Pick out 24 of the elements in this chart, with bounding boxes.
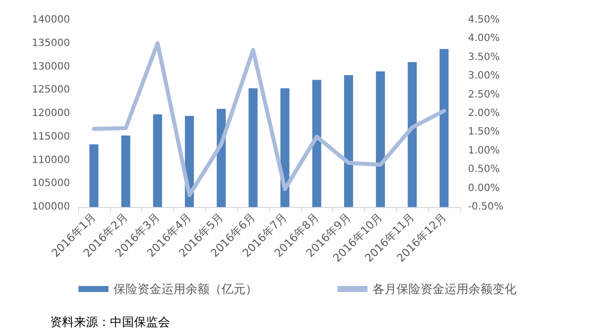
y-tick-label: 100000 [32, 202, 70, 212]
y-tick-label: 105000 [32, 178, 70, 190]
y2-tick-label: 0.50% [468, 164, 500, 176]
y-tick-label: 140000 [32, 14, 70, 26]
text: 资料来源：中国保监会 [50, 315, 170, 329]
legend-label: 保险资金运用余额（亿元） [114, 282, 258, 296]
y-tick-label: 115000 [32, 131, 70, 142]
y2-tick-label: 3.50% [468, 52, 500, 63]
y-tick-label: 110000 [32, 154, 70, 166]
y2-tick-label: 4.50% [468, 14, 500, 26]
y2-tick-label: -0.50% [468, 202, 504, 212]
y-tick-label: 125000 [32, 84, 70, 96]
y2-tick-label: 0.00% [468, 182, 500, 194]
y2-tick-label: 2.00% [468, 108, 500, 119]
legend-label: 各月保险资金运用余额变化 [372, 282, 516, 296]
y-tick-label: 135000 [32, 38, 70, 49]
y-tick-label: 130000 [32, 61, 70, 72]
y2-tick-label: 1.00% [468, 145, 500, 156]
y2-tick-label: 2.50% [468, 89, 500, 100]
y2-tick-label: 4.00% [468, 33, 500, 44]
y2-tick-label: 1.50% [468, 126, 500, 138]
y2-tick-label: 3.00% [468, 70, 500, 82]
y-tick-label: 120000 [32, 108, 70, 119]
line-series [92, 41, 446, 198]
